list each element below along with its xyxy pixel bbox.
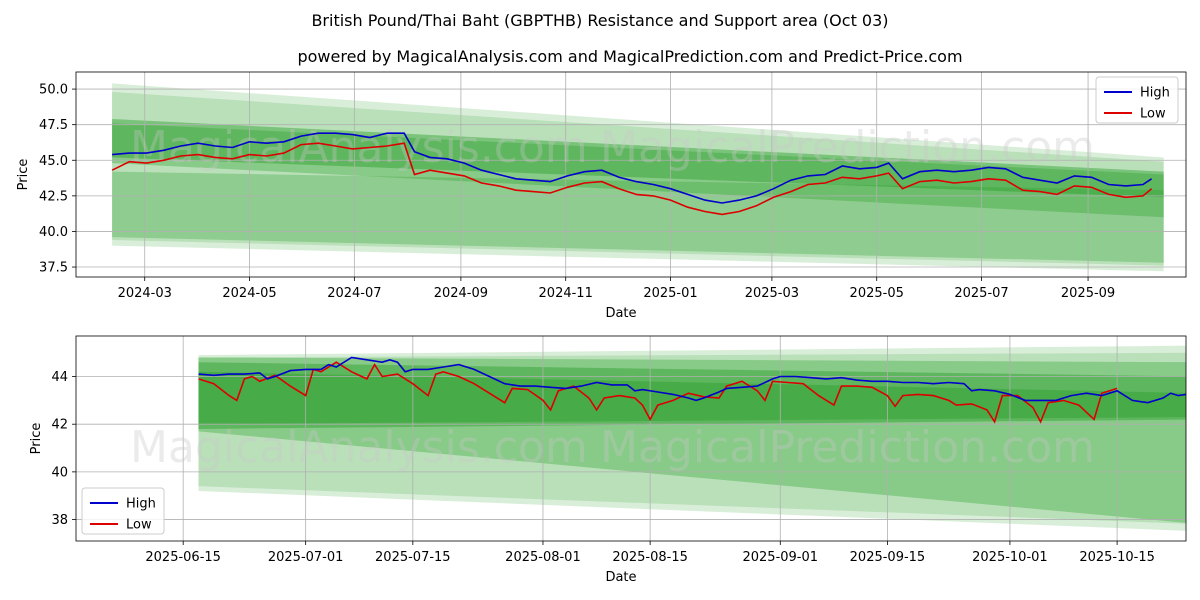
x-tick-label: 2025-09-15 [850,550,926,565]
watermark-text: MagicalPrediction.com [600,272,1095,323]
support-resistance-band [112,91,1164,266]
y-tick-label: 38 [51,513,68,528]
low-series-line [111,142,1153,216]
y-tick-label: 47.5 [39,118,68,133]
legend-label: Low [1140,107,1166,122]
low-series-line [198,361,1118,424]
support-resistance-band [198,345,1186,531]
watermark-text: MagicalAnalysis.com [130,272,588,323]
chart-subtitle: powered by MagicalAnalysis.com and Magic… [297,47,962,66]
watermark-text: MagicalPrediction.com [600,422,1095,473]
high-series-line [112,132,1153,204]
x-tick-label: 2025-08-01 [505,550,581,565]
watermark-text: MagicalPrediction.com [600,122,1095,173]
chart-title: British Pound/Thai Baht (GBPTHB) Resista… [311,11,888,30]
support-resistance-band [198,357,1186,523]
top-panel: MagicalAnalysis.com MagicalPrediction.com… [16,71,1187,323]
legend-label: High [126,497,156,512]
legend-box [81,487,165,535]
y-tick-label: 40 [51,465,68,480]
x-tick-label: 2025-09 [1061,286,1115,301]
x-tick-label: 2024-09 [434,286,488,301]
high-series-line [198,356,1186,404]
x-tick-label: 2025-01 [643,286,697,301]
y-tick-label: 50.0 [39,83,68,98]
y-tick-label: 37.5 [39,261,68,276]
legend-label: Low [126,518,152,533]
legend: High Low [1095,76,1179,124]
plot-frame [75,335,1187,542]
x-tick-label: 2024-11 [539,286,593,301]
x-tick-label: 2025-07-01 [268,550,344,565]
y-tick-label: 42.5 [39,189,68,204]
x-tick-label: 2024-05 [222,286,276,301]
x-tick-label: 2025-07 [954,286,1008,301]
x-axis-label: Date [605,570,636,585]
x-tick-label: 2025-07-15 [375,550,451,565]
x-axis-label: Date [605,306,636,321]
watermark-text: MagicalAnalysis.com [130,122,588,173]
x-tick-label: 2024-07 [327,286,381,301]
legend-label: High [1140,86,1170,101]
x-tick-label: 2025-09-01 [742,550,818,565]
y-axis-label: Price [16,159,31,191]
support-resistance-band [198,371,1186,429]
legend: High Low [81,487,165,535]
support-resistance-band [198,352,1186,524]
x-tick-label: 2025-10-01 [972,550,1048,565]
support-resistance-band [112,171,1164,263]
support-resistance-band [198,362,1186,425]
y-tick-label: 45.0 [39,154,68,169]
x-tick-label: 2025-06-15 [145,550,221,565]
plot-frame [75,71,1187,278]
support-resistance-band [112,83,1164,272]
x-tick-label: 2025-03 [745,286,799,301]
y-tick-label: 44 [51,370,68,385]
x-tick-label: 2025-05 [850,286,904,301]
y-axis-label: Price [29,423,44,455]
plot-area: MagicalAnalysis.com MagicalPrediction.com… [76,72,1186,323]
bottom-panel: MagicalAnalysis.com MagicalPrediction.com… [29,335,1187,585]
x-tick-label: 2025-08-15 [612,550,688,565]
legend-box [1095,76,1179,124]
plot-area: MagicalAnalysis.com MagicalPrediction.com [76,336,1186,541]
watermark-text: MagicalAnalysis.com [130,422,588,473]
x-tick-label: 2025-10-15 [1079,550,1155,565]
x-tick-label: 2024-03 [118,286,172,301]
y-tick-label: 40.0 [39,225,68,240]
y-tick-label: 42 [51,418,68,433]
